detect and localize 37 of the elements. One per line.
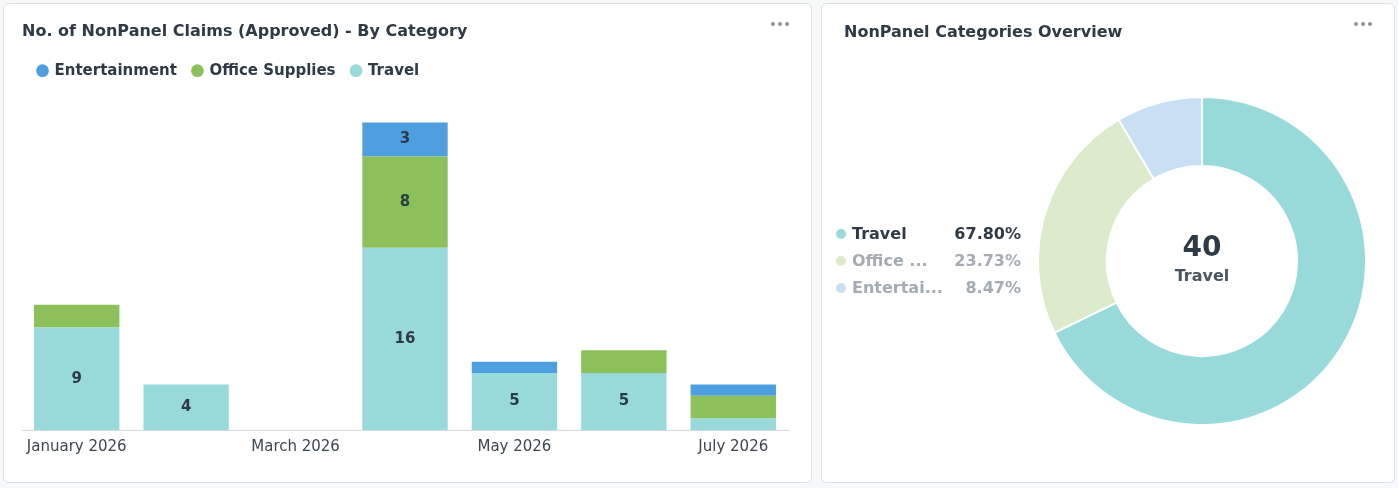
x-tick-label: March 2026 <box>251 436 340 455</box>
legend-label: Travel <box>368 60 420 79</box>
bar <box>690 384 776 396</box>
text: Travel <box>1174 266 1230 286</box>
legend-label: Entertainment <box>54 60 177 79</box>
bar <box>581 350 667 374</box>
bar <box>362 156 448 248</box>
bar <box>690 418 776 430</box>
bar <box>471 373 558 430</box>
data-label: 4 <box>180 397 192 416</box>
chart-title: NonPanel Categories Overview <box>844 22 1123 41</box>
legend-label: Office ... <box>852 251 929 270</box>
data-label: 5 <box>509 391 520 410</box>
data-label: 67.80% <box>954 224 1021 243</box>
data-label: 23.73% <box>954 251 1021 270</box>
legend-label: Entertai... <box>852 278 944 297</box>
bar <box>581 373 667 430</box>
legend-label: Office Supplies <box>209 60 336 79</box>
chart-title: No. of NonPanel Claims (Approved) - By Category <box>22 20 468 40</box>
bar <box>362 122 448 157</box>
bar <box>34 327 120 430</box>
x-tick-label: January 2026 <box>25 436 127 455</box>
x-tick-label: May 2026 <box>477 436 552 455</box>
bar <box>143 384 229 430</box>
text: 40 <box>1182 230 1222 264</box>
data-label: 8.47% <box>965 278 1021 297</box>
data-label: 9 <box>71 368 82 387</box>
data-label: 3 <box>399 129 411 148</box>
bar <box>471 361 558 374</box>
data-label: 16 <box>394 328 416 347</box>
data-label: 5 <box>618 391 630 410</box>
x-tick-label: July 2026 <box>697 436 769 455</box>
bar <box>362 247 448 430</box>
bar <box>690 395 776 419</box>
bar <box>34 304 120 328</box>
data-label: 8 <box>399 192 411 211</box>
legend-label: Travel <box>852 224 908 243</box>
